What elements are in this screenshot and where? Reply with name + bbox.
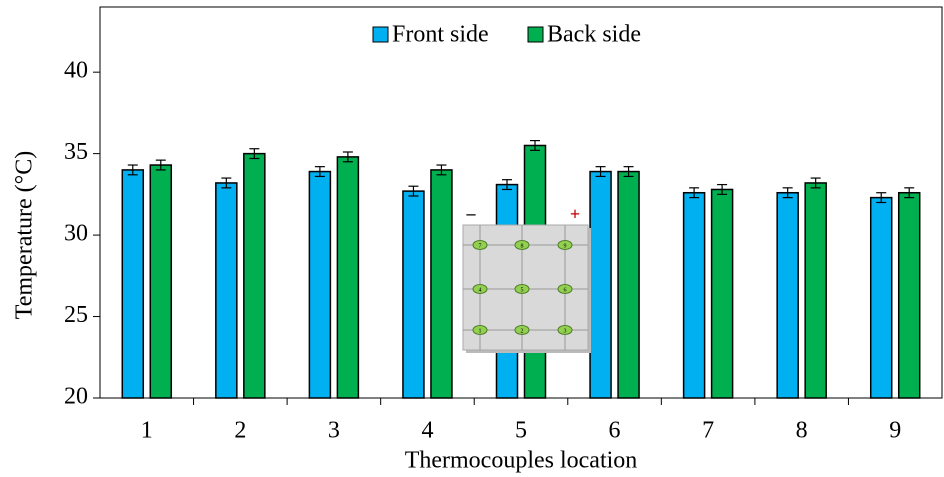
thermocouple [514,325,530,335]
thermocouple-label: 4 [479,287,482,293]
bar [149,164,173,399]
error-bar [408,185,419,197]
bar [243,152,266,399]
inset-sign-plus: + [570,204,580,224]
thermocouple [514,240,530,250]
error-bar [155,159,166,171]
bar [804,182,827,399]
thermocouple-label: 6 [564,287,567,293]
thermocouple-label: 5 [521,287,524,293]
x-axis-label: Thermocouples location [405,448,638,474]
bar [710,188,734,399]
bar [869,196,893,399]
y-tick-label: 40 [64,58,88,84]
x-tick-label: 3 [328,418,340,444]
bar [430,169,453,399]
error-bar [502,179,512,191]
bar [617,170,640,399]
y-tick-label: 20 [64,384,88,410]
thermocouple-label: 1 [479,328,482,334]
error-bar [876,192,887,204]
legend-swatch [372,26,389,43]
thermocouple [472,240,488,250]
thermocouple [557,284,573,294]
x-tick-label: 6 [609,418,621,444]
error-bar [717,183,728,195]
thermocouple-label: 7 [479,243,482,249]
bar [589,170,612,399]
y-tick-label: 30 [64,221,88,247]
legend-label: Back side [547,22,641,48]
plot-frame [99,6,943,399]
x-tick-label: 9 [889,418,901,444]
bar [336,156,360,399]
error-bar [127,164,138,176]
error-bar [623,166,634,178]
error-bar [530,139,540,151]
x-tick-label: 7 [702,418,714,444]
thermocouple [472,284,488,294]
thermocouple [514,284,530,294]
thermocouple-label: 3 [564,328,567,334]
error-bar [221,177,232,189]
bar [121,169,145,399]
x-tick-label: 5 [515,418,527,444]
thermocouple-label: 2 [521,328,524,334]
y-tick-label: 35 [64,139,88,165]
bar [682,191,706,399]
x-tick-label: 1 [141,418,153,444]
bar [402,190,425,399]
error-bar [249,148,260,160]
x-tick-label: 8 [796,418,808,444]
legend-swatch [527,26,544,43]
error-bar [904,187,915,199]
y-tick-label: 25 [64,302,88,328]
x-tick-label: 4 [421,418,433,444]
error-bar [810,177,821,189]
bar [308,170,332,399]
error-bar [782,187,793,199]
thermocouple [557,240,573,250]
bar [776,191,799,399]
y-axis-label: Temperature (°C) [12,151,38,320]
bar [897,191,921,399]
thermocouple [557,325,573,335]
x-tick-label: 2 [234,418,246,444]
error-bar [342,151,353,163]
error-bar [689,187,700,199]
error-bar [436,164,447,176]
thermocouple-label: 8 [521,243,524,249]
inset-sign-minus: – [466,203,477,223]
error-bar [314,166,325,178]
thermocouple [472,325,488,335]
bar [215,182,238,399]
thermocouple-label: 9 [564,243,567,249]
legend-label: Front side [392,22,489,48]
error-bar [595,166,606,178]
